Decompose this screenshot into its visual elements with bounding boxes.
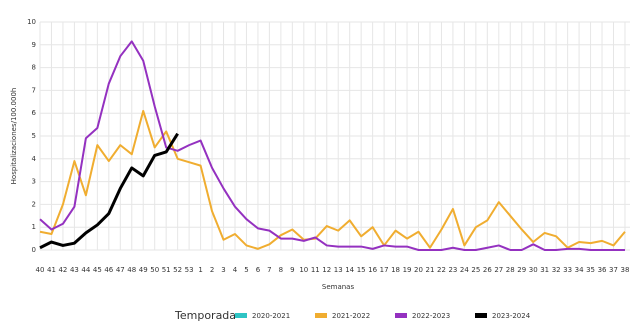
x-tick-label: 43 (70, 266, 79, 274)
x-tick-label: 21 (426, 266, 435, 274)
x-tick-label: 16 (368, 266, 377, 274)
x-tick-label: 8 (279, 266, 283, 274)
x-tick-label: 33 (563, 266, 572, 274)
x-tick-label: 2 (210, 266, 214, 274)
x-tick-label: 9 (290, 266, 294, 274)
y-tick-label: 10 (27, 18, 36, 26)
x-tick-label: 40 (36, 266, 45, 274)
x-tick-label: 20 (414, 266, 423, 274)
x-tick-label: 28 (506, 266, 515, 274)
x-tick-label: 51 (162, 266, 171, 274)
x-tick-label: 37 (609, 266, 618, 274)
legend-label: 2023-2024 (492, 312, 531, 320)
x-tick-label: 52 (173, 266, 182, 274)
x-axis-label: Semanas (322, 283, 355, 291)
x-tick-label: 24 (460, 266, 469, 274)
x-tick-label: 30 (529, 266, 538, 274)
x-tick-label: 29 (517, 266, 526, 274)
y-tick-label: 1 (32, 223, 36, 231)
x-tick-label: 5 (244, 266, 248, 274)
x-tick-label: 36 (598, 266, 607, 274)
x-tick-label: 4 (233, 266, 238, 274)
legend-title: Temporada (174, 309, 236, 322)
x-tick-label: 7 (267, 266, 271, 274)
x-tick-label: 17 (380, 266, 389, 274)
x-tick-label: 49 (139, 266, 148, 274)
legend-swatch (395, 313, 407, 318)
series-line (39, 109, 626, 250)
x-tick-label: 14 (345, 266, 354, 274)
x-tick-label: 25 (471, 266, 480, 274)
y-tick-label: 7 (32, 86, 36, 94)
x-tick-label: 45 (93, 266, 102, 274)
x-tick-label: 53 (185, 266, 194, 274)
x-tick-label: 47 (116, 266, 125, 274)
y-axis-label: Hospitalizaciones/100.000h (10, 88, 18, 185)
x-tick-label: 35 (586, 266, 595, 274)
x-tick-label: 34 (575, 266, 584, 274)
legend-swatch (475, 313, 487, 318)
x-tick-label: 42 (58, 266, 67, 274)
legend-label: 2020-2021 (252, 312, 290, 320)
y-tick-label: 5 (32, 132, 36, 140)
x-tick-label: 13 (334, 266, 343, 274)
x-tick-label: 15 (357, 266, 366, 274)
legend-label: 2021-2022 (332, 312, 370, 320)
x-tick-label: 31 (540, 266, 549, 274)
series-line (39, 132, 179, 250)
x-tick-label: 3 (221, 266, 225, 274)
x-tick-label: 18 (391, 266, 400, 274)
legend-swatch (235, 313, 247, 318)
x-tick-label: 19 (403, 266, 412, 274)
y-tick-label: 6 (32, 109, 37, 117)
x-tick-label: 6 (256, 266, 261, 274)
y-tick-label: 3 (32, 178, 36, 186)
x-tick-label: 11 (311, 266, 320, 274)
y-tick-label: 9 (32, 41, 36, 49)
y-tick-label: 8 (32, 64, 36, 72)
y-tick-label: 0 (32, 246, 36, 254)
x-tick-label: 48 (127, 266, 136, 274)
x-tick-label: 1 (198, 266, 202, 274)
legend-swatch (315, 313, 327, 318)
x-tick-label: 22 (437, 266, 446, 274)
x-tick-label: 46 (104, 266, 113, 274)
x-tick-label: 26 (483, 266, 492, 274)
x-tick-label: 50 (150, 266, 159, 274)
y-tick-label: 2 (32, 200, 36, 208)
legend-label: 2022-2023 (412, 312, 450, 320)
x-tick-label: 32 (552, 266, 561, 274)
x-tick-label: 23 (448, 266, 457, 274)
x-tick-label: 27 (494, 266, 503, 274)
x-tick-label: 41 (47, 266, 56, 274)
x-tick-label: 44 (81, 266, 90, 274)
x-tick-label: 38 (621, 266, 630, 274)
series-line (39, 40, 625, 251)
y-tick-label: 4 (32, 155, 37, 163)
x-tick-label: 12 (322, 266, 331, 274)
x-tick-label: 10 (299, 266, 308, 274)
